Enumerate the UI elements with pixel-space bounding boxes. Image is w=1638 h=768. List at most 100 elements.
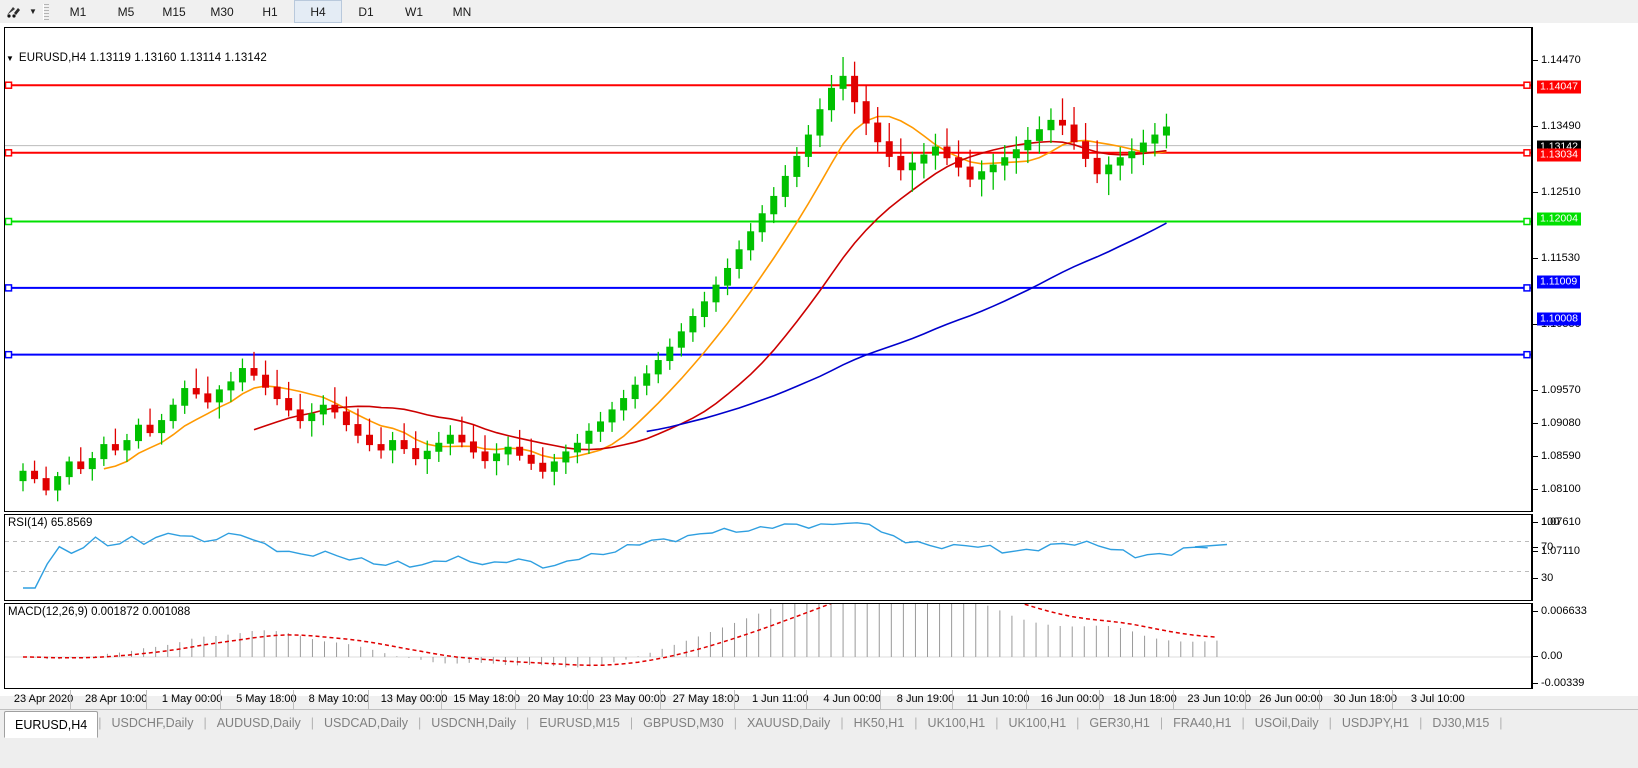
- tab-separator: |: [840, 716, 844, 730]
- time-axis-label: 30 Jun 18:00: [1333, 693, 1398, 705]
- timeframe-m1[interactable]: M1: [69, 4, 87, 19]
- price-level-badge-support[interactable]: 1.12004: [1537, 212, 1581, 226]
- rsi-scale[interactable]: 100 70 30: [1532, 514, 1638, 601]
- tab-separator: |: [310, 716, 314, 730]
- chart-tab-usdchf-daily[interactable]: USDCHF,Daily: [111, 716, 194, 730]
- rsi-tick-label: 70: [1541, 541, 1554, 553]
- tab-separator: |: [203, 716, 207, 730]
- chart-tab-xauusd-daily[interactable]: XAUUSD,Daily: [746, 716, 831, 730]
- chart-tab-dj30-m15[interactable]: DJ30,M15: [1432, 716, 1490, 730]
- chart-tab-ger30-h1[interactable]: GER30,H1: [1089, 716, 1150, 730]
- toolbar-dropdown-icon[interactable]: ▼: [29, 7, 37, 16]
- rsi-indicator-label: RSI(14) 65.8569: [8, 517, 93, 529]
- price-tick-label: 1.11530: [1541, 252, 1580, 264]
- price-tick-label: 1.09570: [1541, 384, 1581, 396]
- macd-plot: [5, 604, 1531, 668]
- time-axis-label: 3 Jul 10:00: [1410, 693, 1465, 705]
- chart-tab-bar[interactable]: EURUSD,H4 | USDCHF,Daily | AUDUSD,Daily | USDC…: [0, 709, 1638, 768]
- rsi-tick-label: 30: [1541, 572, 1554, 584]
- macd-indicator-label: MACD(12,26,9) 0.001872 0.001088: [8, 606, 191, 618]
- chart-tab-usoil-daily[interactable]: USOil,Daily: [1254, 716, 1319, 730]
- symbol-quote-text: EURUSD,H4 1.13119 1.13160 1.13114 1.1314…: [18, 52, 267, 64]
- time-axis-label: 26 Jun 00:00: [1259, 693, 1323, 705]
- rsi-tick: [1533, 578, 1538, 579]
- rsi-panel[interactable]: [4, 514, 1532, 601]
- chart-tab-fra40-h1[interactable]: FRA40,H1: [1173, 716, 1232, 730]
- time-axis-separator: [1391, 690, 1393, 712]
- time-axis-label: 8 May 10:00: [308, 693, 370, 705]
- chart-tab-usdjpy-h1[interactable]: USDJPY,H1: [1341, 716, 1410, 730]
- price-tick-label: 1.13490: [1541, 120, 1581, 132]
- timeframe-d1[interactable]: D1: [358, 4, 374, 19]
- time-axis-label: 11 Jun 10:00: [966, 693, 1030, 705]
- price-tick-label: 1.08590: [1541, 450, 1581, 462]
- chart-tab-eurusd-m15[interactable]: EURUSD,M15: [539, 716, 620, 730]
- timeframe-h4[interactable]: H4: [294, 0, 342, 23]
- chart-tab-uk100-h1[interactable]: UK100,H1: [1008, 716, 1067, 730]
- timeframe-h1[interactable]: H1: [262, 4, 278, 19]
- symbol-collapse-icon[interactable]: ▼: [6, 53, 14, 63]
- tab-separator: |: [995, 716, 999, 730]
- price-tick: [1533, 60, 1538, 61]
- price-tick: [1533, 390, 1538, 391]
- price-level-badge-support[interactable]: 1.11009: [1537, 275, 1581, 289]
- time-axis-separator: [1245, 690, 1246, 712]
- tab-separator: |: [914, 716, 918, 730]
- chart-tab-uk100-h1[interactable]: UK100,H1: [927, 716, 986, 730]
- time-axis-label: 28 Apr 10:00: [84, 693, 148, 705]
- price-tick: [1533, 551, 1538, 552]
- macd-tick-label: 0.006633: [1541, 605, 1587, 617]
- chart-tab-usdcnh-daily[interactable]: USDCNH,Daily: [431, 716, 517, 730]
- chart-tab-usdcad-daily[interactable]: USDCAD,Daily: [324, 716, 409, 730]
- time-axis-separator: [660, 690, 662, 712]
- tab-separator: |: [526, 716, 530, 730]
- time-axis-label: 4 Jun 00:00: [823, 693, 881, 705]
- crosshair-cursor-icon[interactable]: [0, 1, 26, 22]
- time-axis-label: 1 May 00:00: [161, 693, 223, 705]
- macd-scale[interactable]: 0.006633 0.00 -0.00339: [1532, 603, 1638, 689]
- top-toolbar: ▼ M1 M5 M15 M30 H1 H4 D1 W1 MN: [0, 0, 1638, 24]
- price-tick-label: 1.14470: [1541, 54, 1581, 66]
- tab-separator: |: [733, 716, 737, 730]
- time-axis-label: 20 May 10:00: [527, 693, 595, 705]
- chart-tab-audusd-daily[interactable]: AUDUSD,Daily: [216, 716, 301, 730]
- price-tick: [1533, 126, 1538, 127]
- rsi-tick: [1533, 522, 1538, 523]
- macd-tick-label: 0.00: [1541, 650, 1563, 662]
- time-axis-label: 23 Apr 2020: [13, 693, 74, 705]
- price-level-badge-resistance[interactable]: 1.14047: [1537, 80, 1581, 94]
- toolbar-grip[interactable]: [43, 3, 49, 20]
- timeframe-m15[interactable]: M15: [162, 4, 186, 19]
- macd-tick: [1533, 611, 1538, 612]
- price-scale[interactable]: 1.144701.134901.125101.115301.105501.095…: [1532, 27, 1638, 557]
- time-axis[interactable]: 23 Apr 2020 28 Apr 10:00 1 May 00:00 5 May …: [4, 690, 1532, 712]
- rsi-tick-label: 100: [1541, 516, 1560, 528]
- symbol-header[interactable]: ▼ EURUSD,H4 1.13119 1.13160 1.13114 1.13…: [4, 51, 267, 65]
- price-level-badge-support[interactable]: 1.10008: [1537, 312, 1581, 326]
- timeframe-m30[interactable]: M30: [210, 4, 234, 19]
- chart-tab-gbpusd-m30[interactable]: GBPUSD,M30: [643, 716, 724, 730]
- time-axis-label: 27 May 18:00: [672, 693, 740, 705]
- chart-area[interactable]: ▼ EURUSD,H4 1.13119 1.13160 1.13114 1.13…: [0, 23, 1638, 712]
- price-tick: [1533, 258, 1538, 259]
- time-axis-separator: [514, 690, 516, 712]
- timeframe-mn[interactable]: MN: [452, 4, 472, 19]
- macd-panel[interactable]: [4, 603, 1532, 689]
- chart-tab-eurusd-h4[interactable]: EURUSD,H4: [4, 711, 99, 738]
- time-axis-separator: [1319, 690, 1321, 712]
- rsi-tick: [1533, 547, 1538, 548]
- time-axis-separator: [952, 690, 954, 712]
- rsi-plot: [5, 522, 1531, 589]
- time-axis-separator: [879, 690, 881, 712]
- price-chart-panel[interactable]: [4, 27, 1532, 512]
- time-axis-separator: [146, 690, 148, 712]
- timeframe-m5[interactable]: M5: [117, 4, 135, 19]
- timeframe-w1[interactable]: W1: [405, 4, 423, 19]
- time-axis-label: 13 May 00:00: [380, 693, 448, 705]
- time-axis-separator: [806, 690, 808, 712]
- time-axis-separator: [1026, 690, 1028, 712]
- time-axis-label: 8 Jun 19:00: [896, 693, 955, 705]
- chart-tab-hk50-h1[interactable]: HK50,H1: [853, 716, 905, 730]
- price-level-badge-resistance[interactable]: 1.13034: [1537, 148, 1581, 162]
